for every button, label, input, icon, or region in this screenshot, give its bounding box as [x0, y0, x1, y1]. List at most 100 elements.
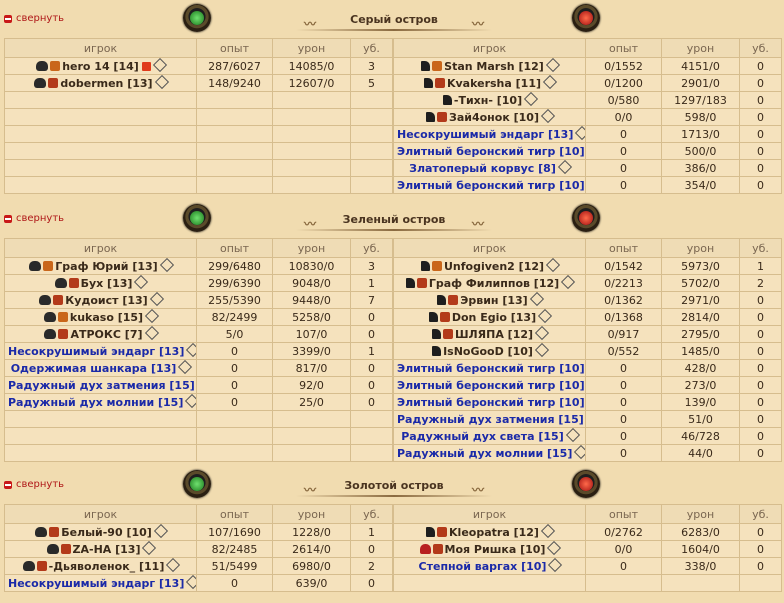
player-name[interactable]: Элитный беронский тигр [10] [397, 378, 585, 392]
info-icon[interactable] [134, 275, 149, 289]
player-cell [4, 427, 197, 445]
info-icon[interactable] [542, 75, 558, 89]
horns-icon [420, 260, 430, 271]
exp-cell: 0 [585, 393, 662, 411]
player-name[interactable]: Радужный дух молнии [15] [8, 395, 184, 409]
table-row: Элитный беронский тигр [10] 0 354/0 0 [393, 176, 782, 194]
player-name[interactable]: Unfogiven2 [12] [443, 259, 545, 273]
info-icon[interactable] [545, 58, 560, 72]
empty-cell [196, 176, 273, 194]
player-name[interactable]: dobermen [13] [60, 76, 153, 90]
player-cell: Степной варгах [10] [393, 557, 586, 575]
player-name[interactable]: Kleopatra [12] [449, 525, 539, 539]
player-name[interactable]: hero 14 [14] [62, 59, 139, 73]
player-name[interactable]: ZA-HA [13] [72, 542, 141, 556]
info-icon[interactable] [154, 75, 169, 89]
info-icon[interactable] [548, 558, 563, 572]
player-name[interactable]: Элитный беронский тигр [10] [397, 361, 585, 375]
horns-icon [426, 111, 435, 122]
info-icon[interactable] [153, 524, 168, 538]
damage-cell: 500/0 [661, 142, 740, 160]
damage-cell: 1228/0 [272, 523, 351, 541]
table-row [4, 444, 393, 462]
player-name[interactable]: Степной варгах [10] [418, 559, 547, 573]
player-name[interactable]: kukaso [15] [69, 310, 144, 324]
player-name[interactable]: IsNoGooD [10] [443, 344, 533, 358]
info-icon[interactable] [159, 258, 174, 272]
player-name[interactable]: Stan Marsh [12] [444, 59, 544, 73]
rank-chevron-icon [49, 526, 60, 537]
collapse-link[interactable]: свернуть [4, 13, 64, 24]
empty-cell [272, 444, 351, 462]
info-icon[interactable] [144, 326, 159, 340]
player-name[interactable]: Зай4онок [10] [449, 110, 539, 124]
collapse-link[interactable]: свернуть [4, 213, 64, 224]
info-icon[interactable] [142, 541, 157, 555]
player-name[interactable]: Бух [13] [80, 276, 133, 290]
collapse-label: свернуть [16, 13, 65, 24]
table-row [4, 108, 393, 126]
player-name[interactable]: ШЛЯПА [12] [454, 327, 534, 341]
column-header-player: игрок [393, 504, 586, 524]
player-name[interactable]: Несокрушимый эндарг [13] [8, 576, 185, 590]
info-icon[interactable] [529, 292, 544, 306]
ornament-left-icon: 〰 [304, 217, 317, 231]
player-name[interactable]: Don Egio [13] [451, 310, 537, 324]
info-icon[interactable] [538, 309, 553, 323]
player-name[interactable]: Несокрушимый эндарг [13] [8, 344, 185, 358]
player-name[interactable]: Кудоист [13] [65, 293, 148, 307]
info-icon[interactable] [575, 126, 585, 140]
player-name[interactable]: Моя Ришка [10] [444, 542, 546, 556]
info-icon[interactable] [149, 292, 164, 306]
banner-underline [296, 495, 492, 497]
info-icon[interactable] [565, 428, 580, 442]
info-icon[interactable] [178, 360, 193, 374]
player-name[interactable]: Kvakersha [11] [446, 76, 541, 90]
info-icon[interactable] [547, 541, 562, 555]
info-icon[interactable] [561, 275, 576, 289]
column-header-kills: уб. [739, 504, 782, 524]
player-name[interactable]: -Дьяволенок_ [11] [48, 559, 165, 573]
player-name[interactable]: Несокрушимый эндарг [13] [397, 127, 574, 141]
player-name[interactable]: Элитный беронский тигр [10] [397, 395, 585, 409]
info-icon[interactable] [540, 524, 556, 538]
info-icon[interactable] [186, 575, 196, 589]
info-icon[interactable] [545, 258, 561, 272]
player-name[interactable]: Элитный беронский тигр [10] [397, 178, 585, 192]
info-icon[interactable] [534, 326, 550, 340]
player-name[interactable]: Одержимая шанкара [13] [10, 361, 177, 375]
info-icon[interactable] [152, 58, 167, 72]
player-name[interactable]: Радужный дух затмения [15] [8, 378, 195, 392]
collapse-link[interactable]: свернуть [4, 479, 64, 490]
player-name[interactable]: Радужный дух затмения [15] [397, 412, 584, 426]
kills-cell: 0 [739, 376, 782, 394]
info-icon[interactable] [145, 309, 160, 323]
player-name[interactable]: Белый-90 [10] [61, 525, 152, 539]
info-icon[interactable] [557, 160, 572, 174]
exp-cell: 0/1200 [585, 74, 662, 92]
info-icon[interactable] [186, 343, 196, 357]
info-icon[interactable] [166, 558, 181, 572]
player-name[interactable]: Элитный беронский тигр [10] [397, 144, 585, 158]
skull-icon [43, 311, 56, 322]
player-name[interactable]: Эрвин [13] [460, 293, 528, 307]
player-cell: dobermen [13] [4, 74, 197, 92]
player-name[interactable]: Граф Филиппов [12] [428, 276, 560, 290]
table-row: Элитный беронский тигр [10] 0 428/0 0 [393, 359, 782, 377]
player-cell [4, 410, 197, 428]
player-name[interactable]: Радужный дух молнии [15] [397, 446, 573, 460]
player-cell: Stan Marsh [12] [393, 57, 586, 75]
info-icon[interactable] [534, 343, 550, 357]
info-icon[interactable] [185, 394, 196, 408]
player-name[interactable]: Радужный дух света [15] [401, 429, 564, 443]
player-name[interactable]: АТРОКС [7] [70, 327, 143, 341]
player-name[interactable]: -Тихн- [10] [453, 93, 523, 107]
player-name[interactable]: Граф Юрий [13] [55, 259, 158, 273]
info-icon[interactable] [540, 109, 556, 123]
player-cell: -Тихн- [10] [393, 91, 586, 109]
info-icon[interactable] [574, 445, 585, 459]
info-icon[interactable] [524, 92, 539, 106]
player-name[interactable]: Златоперый корвус [8] [409, 161, 556, 175]
rank-chevron-icon [437, 111, 447, 122]
exp-cell: 0/1362 [585, 291, 662, 309]
